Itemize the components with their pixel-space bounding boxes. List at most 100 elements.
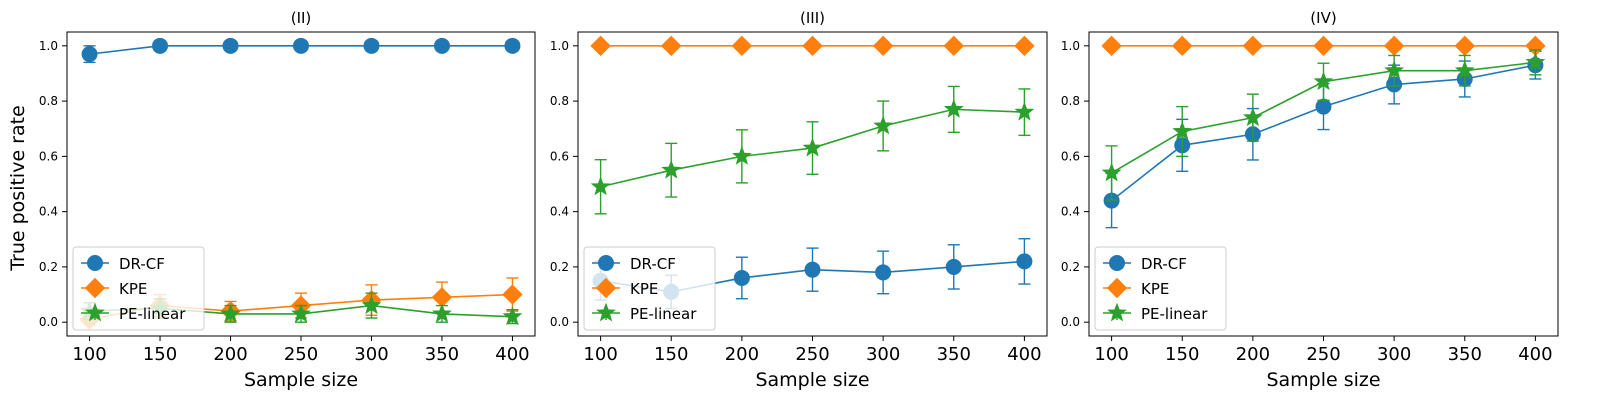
chart-panel-2: (III) 100 150 200 250 300 350 400 0.0 0.2 0.4 0.6 0.… bbox=[550, 9, 1048, 391]
data-point bbox=[590, 35, 611, 57]
chart-panel-1: (II) 100 150 200 250 300 350 400 0.0 0.2 0.4 0.6 0.8… bbox=[39, 9, 536, 391]
x-axis-label: Sample size bbox=[244, 369, 358, 391]
legend-label: KPE bbox=[1141, 280, 1169, 298]
data-point bbox=[943, 35, 964, 57]
x-tick-label: 200 bbox=[213, 344, 247, 365]
data-point bbox=[1101, 35, 1122, 57]
plot-frame bbox=[577, 31, 1048, 337]
y-tick-label: 0.2 bbox=[39, 260, 58, 274]
chart-title: (IV) bbox=[1310, 9, 1336, 27]
legend-label: DR-CF bbox=[1141, 255, 1187, 273]
y-tick-label: 0.0 bbox=[39, 315, 58, 329]
y-tick-label: 0.2 bbox=[1061, 260, 1080, 274]
data-point bbox=[220, 303, 241, 323]
series-kpe bbox=[590, 35, 1035, 57]
legend-item: DR-CF bbox=[81, 255, 165, 273]
x-tick-label: 250 bbox=[1306, 344, 1340, 365]
data-point bbox=[1242, 35, 1264, 57]
x-tick-label: 400 bbox=[495, 344, 529, 365]
data-point bbox=[293, 37, 309, 54]
legend-box bbox=[583, 246, 716, 331]
x-tick-label: 200 bbox=[725, 344, 759, 365]
data-point bbox=[1454, 35, 1475, 57]
series-dr-cf bbox=[81, 37, 521, 64]
legend: DR-CF KPE PE-linear bbox=[1094, 246, 1227, 331]
legend-marker bbox=[85, 302, 105, 322]
legend-item: KPE bbox=[1103, 277, 1169, 299]
y-tick-label: 0.6 bbox=[1061, 149, 1080, 163]
y-tick-label: 0.6 bbox=[39, 149, 58, 163]
data-point bbox=[1101, 162, 1122, 182]
data-point bbox=[731, 145, 752, 165]
data-point bbox=[661, 159, 682, 179]
data-point bbox=[1313, 71, 1334, 91]
plot-frame bbox=[66, 31, 536, 337]
x-tick-label: 250 bbox=[795, 344, 829, 365]
chart-title: (III) bbox=[800, 9, 825, 27]
legend: DR-CF KPE PE-linear bbox=[72, 246, 205, 331]
legend-label: PE-linear bbox=[1141, 305, 1208, 323]
data-point bbox=[152, 37, 169, 54]
x-tick-label: 200 bbox=[1236, 344, 1270, 365]
data-point bbox=[1172, 35, 1193, 57]
data-point bbox=[504, 37, 521, 54]
data-point bbox=[802, 137, 823, 157]
data-point bbox=[872, 35, 894, 57]
legend-item: PE-linear bbox=[81, 302, 186, 323]
legend-marker bbox=[598, 255, 614, 271]
x-tick-label: 350 bbox=[425, 344, 459, 365]
y-tick-label: 0.6 bbox=[550, 149, 569, 163]
data-point bbox=[943, 98, 964, 118]
legend-item: PE-linear bbox=[1103, 302, 1208, 323]
data-point bbox=[875, 264, 892, 281]
data-point bbox=[1016, 253, 1033, 270]
x-tick-label: 400 bbox=[1007, 344, 1041, 365]
legend-marker bbox=[1107, 302, 1127, 322]
legend-label: KPE bbox=[119, 280, 147, 298]
data-point bbox=[1315, 98, 1332, 115]
y-tick-label: 0.4 bbox=[39, 205, 58, 219]
figure-ylabel: True positive rate bbox=[7, 105, 29, 272]
legend-label: KPE bbox=[630, 280, 658, 298]
data-point bbox=[1242, 107, 1263, 127]
legend-marker bbox=[1106, 277, 1128, 299]
legend-item: KPE bbox=[81, 277, 147, 299]
x-tick-label: 350 bbox=[937, 344, 971, 365]
legend-item: PE-linear bbox=[592, 302, 697, 323]
data-point bbox=[661, 35, 682, 57]
legend-box bbox=[1094, 246, 1227, 331]
legend-label: DR-CF bbox=[119, 255, 165, 273]
legend-marker bbox=[1109, 255, 1125, 271]
data-point bbox=[945, 258, 962, 275]
y-tick-label: 0.4 bbox=[1061, 205, 1080, 219]
x-axis-label: Sample size bbox=[755, 369, 869, 391]
x-tick-label: 350 bbox=[1448, 344, 1482, 365]
y-tick-label: 0.0 bbox=[550, 315, 569, 329]
data-point bbox=[1014, 101, 1035, 121]
data-point bbox=[731, 35, 753, 57]
y-tick-label: 0.0 bbox=[1061, 315, 1080, 329]
legend-marker bbox=[87, 255, 103, 271]
data-point bbox=[1014, 35, 1035, 57]
legend-box bbox=[72, 246, 205, 331]
x-tick-label: 300 bbox=[866, 344, 900, 365]
y-tick-label: 0.8 bbox=[550, 94, 569, 108]
data-point bbox=[733, 269, 750, 286]
x-tick-label: 150 bbox=[143, 344, 177, 365]
data-point bbox=[432, 303, 452, 323]
x-tick-label: 100 bbox=[72, 344, 106, 365]
legend-label: PE-linear bbox=[630, 305, 697, 323]
data-point bbox=[363, 37, 380, 54]
chart-panel-3: (IV) 100 150 200 250 300 350 400 0.0 0.2 0.4 0.6 0.8… bbox=[1061, 9, 1559, 391]
x-axis-label: Sample size bbox=[1266, 369, 1380, 391]
y-tick-label: 1.0 bbox=[550, 39, 569, 53]
x-tick-label: 250 bbox=[284, 344, 318, 365]
data-point bbox=[502, 284, 523, 305]
y-tick-label: 0.4 bbox=[550, 205, 569, 219]
data-point bbox=[804, 261, 821, 278]
y-tick-label: 1.0 bbox=[39, 39, 58, 53]
legend-item: KPE bbox=[592, 277, 658, 299]
x-tick-label: 100 bbox=[583, 344, 617, 365]
